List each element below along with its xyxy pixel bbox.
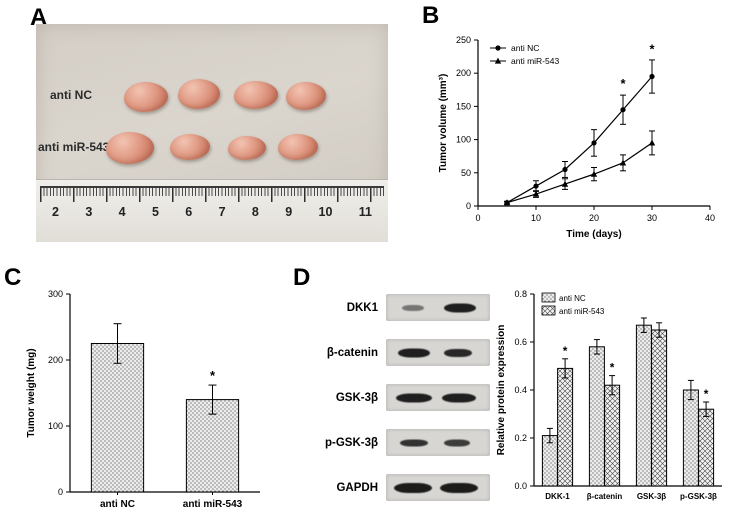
svg-text:Tumor weight (mg): Tumor weight (mg)	[26, 348, 37, 437]
ruler-numbers: 2 3 4 5 6 7 8 9 10 11	[40, 205, 384, 219]
blot-row: β-catenin	[300, 339, 490, 366]
western-blots: DKK1 β-catenin GSK-3β p-GSK-3β	[300, 294, 490, 519]
panel-d-letter: D	[293, 264, 311, 291]
ruler-number: 2	[52, 205, 59, 219]
svg-text:0: 0	[466, 201, 471, 211]
ruler-number: 9	[285, 205, 293, 219]
blot-row: DKK1	[300, 294, 490, 321]
svg-text:100: 100	[456, 135, 471, 145]
ruler-number: 10	[318, 205, 333, 219]
photo-label-anti-nc: anti NC	[50, 88, 92, 102]
ruler-number: 4	[118, 205, 126, 219]
svg-text:50: 50	[461, 168, 471, 178]
tumor-specimen	[124, 82, 168, 112]
svg-text:*: *	[620, 76, 626, 91]
ruler-major-ticks	[40, 188, 384, 202]
blot-image	[386, 294, 490, 321]
tumor-specimen	[106, 132, 154, 164]
svg-text:0.4: 0.4	[514, 385, 527, 395]
blot-row: p-GSK-3β	[300, 429, 490, 456]
svg-text:30: 30	[647, 213, 657, 223]
svg-text:anti miR-543: anti miR-543	[559, 307, 605, 316]
tumor-specimen	[170, 134, 210, 160]
svg-text:200: 200	[456, 68, 471, 78]
svg-text:0.2: 0.2	[514, 433, 527, 443]
svg-text:20: 20	[589, 213, 599, 223]
svg-text:100: 100	[48, 421, 63, 431]
svg-text:*: *	[610, 361, 615, 375]
svg-text:0: 0	[475, 213, 480, 223]
svg-text:10: 10	[531, 213, 541, 223]
blot-label: GAPDH	[336, 481, 378, 494]
ruler: 2 3 4 5 6 7 8 9 10 11	[36, 179, 388, 242]
svg-text:Relative protein expression: Relative protein expression	[496, 325, 507, 456]
blot-band	[398, 348, 430, 357]
tumor-volume-chart: 0 50 100 150 200 250 Tumor volume (mm³) 0 10 20 30…	[432, 30, 724, 242]
svg-text:Time (days): Time (days)	[566, 229, 621, 240]
ruler-edge	[40, 186, 384, 188]
svg-text:150: 150	[456, 101, 471, 111]
svg-text:*: *	[649, 41, 655, 56]
svg-text:β-catenin: β-catenin	[587, 492, 623, 501]
blot-band	[442, 393, 476, 402]
blot-band	[444, 348, 472, 357]
svg-text:*: *	[563, 344, 568, 358]
blot-image	[386, 474, 490, 501]
ruler-number: 8	[251, 205, 259, 219]
tumor-weight-chart: 0 100 200 300 Tumor weight (mg) anti NC anti m…	[20, 280, 288, 524]
svg-text:anti miR-543: anti miR-543	[511, 56, 559, 66]
tumor-specimen	[178, 79, 220, 109]
ruler-number: 3	[85, 205, 93, 219]
svg-text:*: *	[210, 368, 216, 383]
blot-label: DKK1	[346, 301, 378, 314]
tumor-specimen	[234, 81, 278, 109]
tumor-specimen	[228, 136, 266, 160]
blot-band	[396, 393, 432, 402]
ruler-number: 5	[151, 205, 159, 219]
svg-text:DKK-1: DKK-1	[545, 492, 570, 501]
blot-band	[394, 482, 432, 493]
protein-expression-chart: 0.0 0.2 0.4 0.6 0.8 Relative protein expressi…	[490, 286, 726, 526]
svg-text:0.6: 0.6	[514, 337, 527, 347]
svg-text:anti miR-543: anti miR-543	[183, 499, 243, 510]
panel-b-letter: B	[422, 2, 440, 29]
svg-text:0.8: 0.8	[514, 289, 527, 299]
panel-a-letter: A	[30, 4, 48, 31]
ruler-number: 7	[218, 205, 226, 219]
svg-text:300: 300	[48, 289, 63, 299]
svg-text:250: 250	[456, 35, 471, 45]
svg-text:0: 0	[58, 487, 63, 497]
ruler-number: 6	[185, 205, 193, 219]
svg-text:anti NC: anti NC	[100, 499, 135, 510]
svg-text:GSK-3β: GSK-3β	[637, 492, 666, 501]
svg-text:0.0: 0.0	[514, 481, 527, 491]
blot-row: GSK-3β	[300, 384, 490, 411]
tumor-specimen	[278, 134, 318, 160]
blot-band	[444, 303, 476, 312]
svg-text:p-GSK-3β: p-GSK-3β	[680, 492, 717, 501]
blot-image	[386, 429, 490, 456]
blot-label: β-catenin	[326, 346, 378, 359]
svg-text:*: *	[704, 387, 709, 401]
blot-band	[400, 439, 428, 446]
blot-label: p-GSK-3β	[324, 436, 378, 449]
panel-c-letter: C	[4, 264, 22, 291]
blot-band	[440, 482, 478, 493]
blot-band	[402, 304, 424, 311]
svg-text:Tumor volume (mm³): Tumor volume (mm³)	[438, 74, 449, 173]
svg-text:200: 200	[48, 355, 63, 365]
blot-image	[386, 384, 490, 411]
blot-row: GAPDH	[300, 474, 490, 501]
ruler-number: 11	[358, 205, 372, 219]
tumor-specimen	[286, 82, 326, 110]
panel-a-photo: anti NC anti miR-543 2 3 4 5 6 7 8 9 10 11	[36, 24, 388, 242]
blot-band	[444, 439, 470, 446]
photo-label-anti-mir: anti miR-543	[38, 140, 110, 154]
blot-label: GSK-3β	[335, 391, 378, 404]
svg-text:40: 40	[705, 213, 715, 223]
svg-text:anti NC: anti NC	[511, 43, 539, 53]
svg-text:anti NC: anti NC	[559, 294, 586, 303]
blot-image	[386, 339, 490, 366]
